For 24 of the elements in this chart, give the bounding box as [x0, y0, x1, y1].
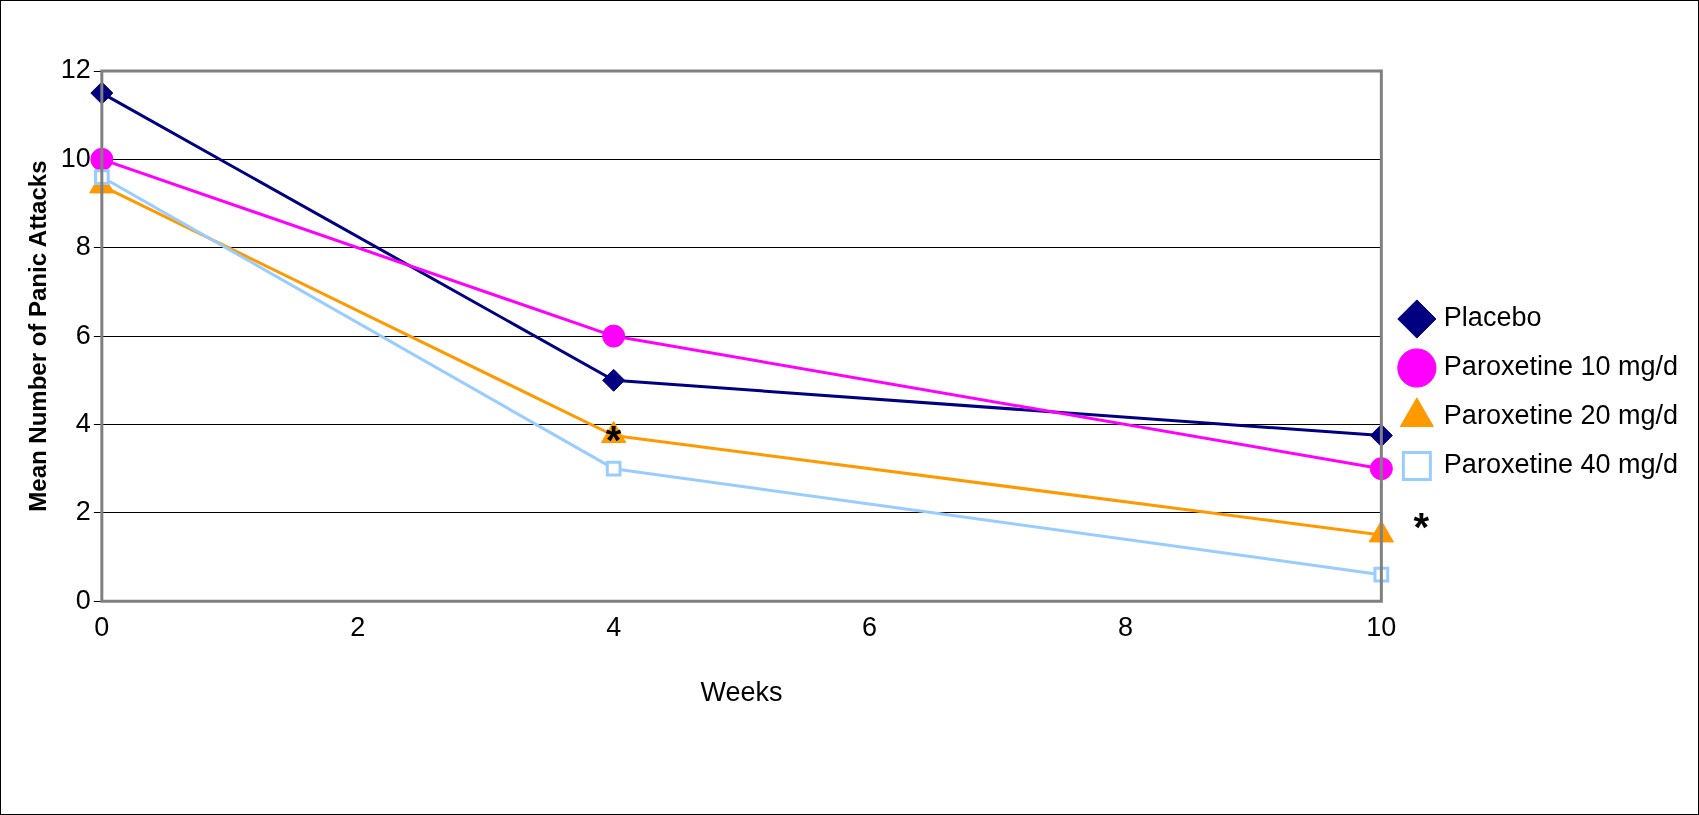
annotation: *	[605, 418, 622, 463]
x-tick-label: 4	[606, 611, 622, 642]
x-tick-label: 6	[862, 611, 878, 642]
y-axis-title: Mean Number of Panic Attacks	[24, 160, 52, 512]
legend-label: Paroxetine 20 mg/d	[1443, 400, 1678, 431]
y-tick-label: 10	[60, 142, 91, 173]
x-tick-label: 8	[1117, 611, 1133, 642]
legend-label: Paroxetine 10 mg/d	[1443, 351, 1678, 382]
legend-label: Placebo	[1443, 302, 1542, 333]
y-tick-label: 4	[75, 407, 91, 438]
x-tick-label: 10	[1366, 611, 1397, 642]
y-tick-label: 12	[60, 54, 91, 85]
y-tick-label: 0	[75, 584, 91, 615]
y-tick-label: 6	[75, 319, 91, 350]
legend-label: Paroxetine 40 mg/d	[1443, 449, 1678, 480]
y-tick-label: 2	[75, 496, 91, 527]
annotation: *	[1413, 504, 1430, 549]
point	[605, 460, 622, 477]
x-axis-title: Weeks	[700, 677, 783, 708]
y-tick-label: 8	[75, 231, 91, 262]
point	[602, 324, 626, 348]
point	[602, 368, 626, 392]
x-tick-label: 2	[350, 611, 366, 642]
x-tick-label: 0	[94, 611, 110, 642]
